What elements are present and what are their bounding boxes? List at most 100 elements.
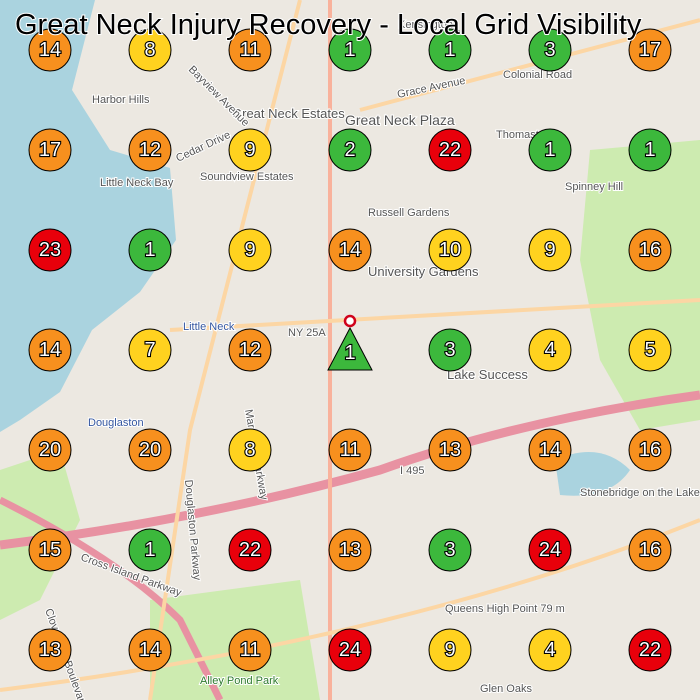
rank-marker <box>628 428 672 472</box>
rank-marker <box>28 428 72 472</box>
rank-label: 9 <box>244 139 255 161</box>
rank-label: 9 <box>244 239 255 261</box>
rank-marker <box>428 128 472 172</box>
rank-marker <box>228 328 272 372</box>
map-label: Glen Oaks <box>480 683 532 695</box>
rank-label: 4 <box>544 339 555 361</box>
rank-marker <box>528 228 572 272</box>
rank-label: 17 <box>39 139 61 161</box>
map-label: Colonial Road <box>503 69 572 81</box>
map-label: Russell Gardens <box>368 207 450 219</box>
rank-label: 3 <box>444 339 455 361</box>
rank-label: 11 <box>240 39 261 61</box>
title: Great Neck Injury Recovery - Local Grid … <box>15 9 642 41</box>
map-label: Kensington <box>398 19 453 31</box>
rank-marker <box>328 128 372 172</box>
rank-label: 15 <box>39 539 61 561</box>
rank-label: 24 <box>539 539 561 561</box>
map-label: Great Neck Plaza <box>345 112 455 128</box>
rank-marker <box>628 628 672 672</box>
rank-marker <box>28 628 72 672</box>
rank-marker <box>128 528 172 572</box>
rank-marker <box>228 628 272 672</box>
highway <box>0 390 700 550</box>
map-label: Lake Success <box>447 367 528 382</box>
rank-label: 1 <box>344 342 355 364</box>
rank-marker <box>628 228 672 272</box>
rank-label: 12 <box>239 339 261 361</box>
rank-marker <box>528 28 572 72</box>
rank-label: 10 <box>439 239 461 261</box>
rank-label: 1 <box>644 139 655 161</box>
location-pin <box>343 314 357 328</box>
rank-marker <box>128 628 172 672</box>
rank-label: 16 <box>639 539 661 561</box>
rank-marker <box>28 28 72 72</box>
rank-label: 16 <box>639 439 661 461</box>
rank-marker <box>328 528 372 572</box>
rank-marker <box>228 428 272 472</box>
rank-label: 9 <box>444 639 455 661</box>
map-label: Harbor Hills <box>92 94 150 106</box>
rank-label: 1 <box>544 139 555 161</box>
rank-label: 1 <box>144 239 155 261</box>
map-label: Great Neck Estates <box>232 106 345 121</box>
rank-label: 11 <box>240 639 261 661</box>
rank-label: 7 <box>144 339 155 361</box>
rank-label: 13 <box>339 539 361 561</box>
rank-marker <box>428 528 472 572</box>
rank-marker <box>228 528 272 572</box>
rank-label: 4 <box>544 639 555 661</box>
map-label: Stonebridge on the Lake <box>580 487 700 499</box>
road <box>169 298 700 332</box>
rank-label: 14 <box>139 639 161 661</box>
rank-marker <box>528 528 572 572</box>
rank-marker <box>328 428 372 472</box>
map-label: Little Neck <box>183 321 235 333</box>
map-label: I 495 <box>400 465 424 477</box>
rank-label: 11 <box>340 439 361 461</box>
rank-marker <box>128 28 172 72</box>
rank-label: 23 <box>39 239 61 261</box>
map-label: Little Neck Bay <box>100 177 174 189</box>
rank-label: 22 <box>639 639 661 661</box>
rank-label: 22 <box>239 539 261 561</box>
rank-label: 8 <box>244 439 255 461</box>
rank-marker <box>328 628 372 672</box>
rank-label: 17 <box>639 39 661 61</box>
rank-label: 9 <box>544 239 555 261</box>
rank-label: 1 <box>444 39 455 61</box>
rank-label: 3 <box>544 39 555 61</box>
rank-marker <box>28 228 72 272</box>
rank-label: 14 <box>39 39 61 61</box>
map-label: Spinney Hill <box>565 181 623 193</box>
rank-marker <box>528 128 572 172</box>
rank-marker <box>128 428 172 472</box>
rank-marker <box>128 228 172 272</box>
rank-label: 3 <box>444 539 455 561</box>
lake <box>555 452 630 496</box>
rank-label: 13 <box>39 639 61 661</box>
map-label: Queens High Point 79 m <box>445 603 565 615</box>
rank-marker <box>528 428 572 472</box>
rank-label: 22 <box>439 139 461 161</box>
rank-label: 1 <box>344 39 355 61</box>
rank-marker <box>228 228 272 272</box>
rank-marker <box>128 328 172 372</box>
rank-label: 20 <box>39 439 61 461</box>
rank-marker <box>328 228 372 272</box>
rank-marker <box>128 128 172 172</box>
rank-marker <box>528 628 572 672</box>
rank-marker <box>428 228 472 272</box>
rank-marker <box>528 328 572 372</box>
map-label: Soundview Estates <box>200 171 294 183</box>
rank-marker <box>228 28 272 72</box>
parkway <box>0 496 224 700</box>
rank-label: 24 <box>339 639 361 661</box>
map-label: Douglaston <box>88 417 144 429</box>
rank-label: 20 <box>139 439 161 461</box>
rank-marker <box>628 28 672 72</box>
